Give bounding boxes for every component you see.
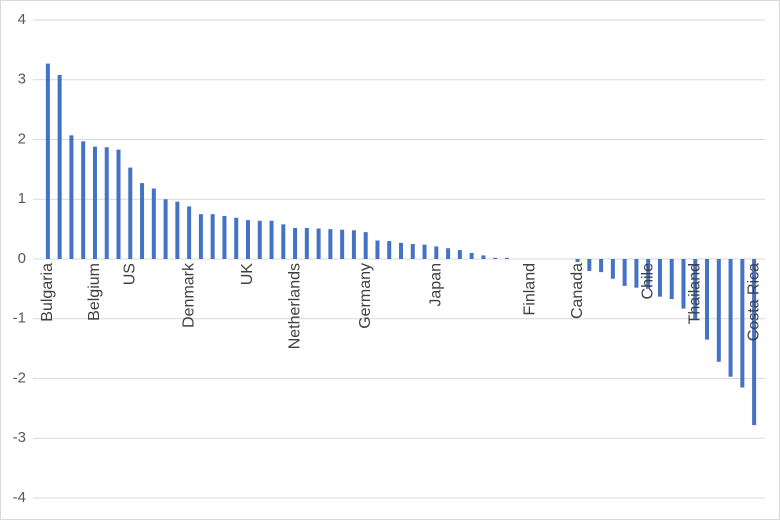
bar: [375, 240, 380, 259]
bar: [446, 248, 451, 259]
bar: [151, 188, 156, 259]
bar: [693, 259, 698, 319]
x-tick-label: Canada: [569, 263, 586, 319]
bar: [634, 259, 639, 288]
bar: [728, 259, 733, 377]
x-tick-label: Denmark: [180, 262, 197, 328]
bar: [116, 149, 121, 259]
x-tick-label: Thailand: [686, 263, 703, 324]
bar: [45, 63, 50, 260]
bar: [140, 183, 145, 259]
bar: [681, 259, 686, 309]
bar: [328, 229, 333, 259]
bar: [175, 201, 180, 259]
bar: [281, 224, 286, 259]
y-tick-label: -1: [13, 310, 26, 327]
x-tick-label: Costa Rica: [745, 263, 762, 341]
y-tick-label: 4: [18, 11, 26, 28]
bar: [587, 259, 592, 271]
x-tick-label: UK: [239, 263, 256, 286]
bar: [104, 147, 109, 259]
bar: [469, 253, 474, 259]
x-tick-label: Bulgaria: [39, 263, 56, 322]
bar: [705, 259, 710, 340]
y-tick-label: -3: [13, 429, 26, 446]
bar: [422, 244, 427, 259]
y-tick-label: -2: [13, 369, 26, 386]
y-tick-label: 1: [18, 190, 26, 207]
x-tick-label: Finland: [522, 263, 539, 315]
bar: [493, 257, 498, 259]
bar: [257, 220, 262, 259]
bar: [293, 227, 298, 259]
bar: [481, 255, 486, 259]
bar: [128, 167, 133, 259]
bar: [716, 259, 721, 362]
bar: [387, 241, 392, 259]
bar: [575, 259, 580, 262]
bar: [752, 259, 757, 426]
bar: [187, 206, 192, 259]
bar: [504, 257, 509, 259]
bar: [340, 229, 345, 259]
y-tick-label: -4: [13, 489, 26, 506]
y-tick-label: 0: [18, 250, 26, 267]
bar: [457, 250, 462, 259]
x-tick-label: Netherlands: [286, 263, 303, 349]
bar: [304, 227, 309, 259]
bar: [222, 215, 227, 259]
x-tick-label: Belgium: [86, 263, 103, 321]
bar: [57, 74, 62, 259]
bar: [740, 259, 745, 388]
bar: [210, 214, 215, 259]
bar: [434, 246, 439, 259]
bar: [69, 135, 74, 259]
bar: [599, 259, 604, 273]
bar: [81, 141, 86, 259]
bar: [657, 259, 662, 297]
y-tick-label: 3: [18, 71, 26, 88]
bar: [245, 220, 250, 259]
bar: [163, 199, 168, 259]
bar: [234, 217, 239, 259]
x-tick-label: Chile: [639, 263, 656, 300]
x-tick-label: Germany: [357, 263, 374, 329]
bar: [363, 232, 368, 259]
x-tick-label: US: [121, 263, 138, 285]
bar: [622, 259, 627, 286]
bar: [269, 220, 274, 259]
bar: [669, 259, 674, 300]
bar: [351, 230, 356, 259]
bar: [399, 242, 403, 259]
bar: [92, 146, 97, 259]
bar: [316, 228, 321, 259]
bar: [610, 259, 615, 279]
bar: [410, 244, 415, 259]
x-tick-label: Japan: [428, 263, 445, 307]
y-tick-label: 2: [18, 130, 26, 147]
bar: [198, 214, 203, 259]
bar: [646, 259, 651, 289]
